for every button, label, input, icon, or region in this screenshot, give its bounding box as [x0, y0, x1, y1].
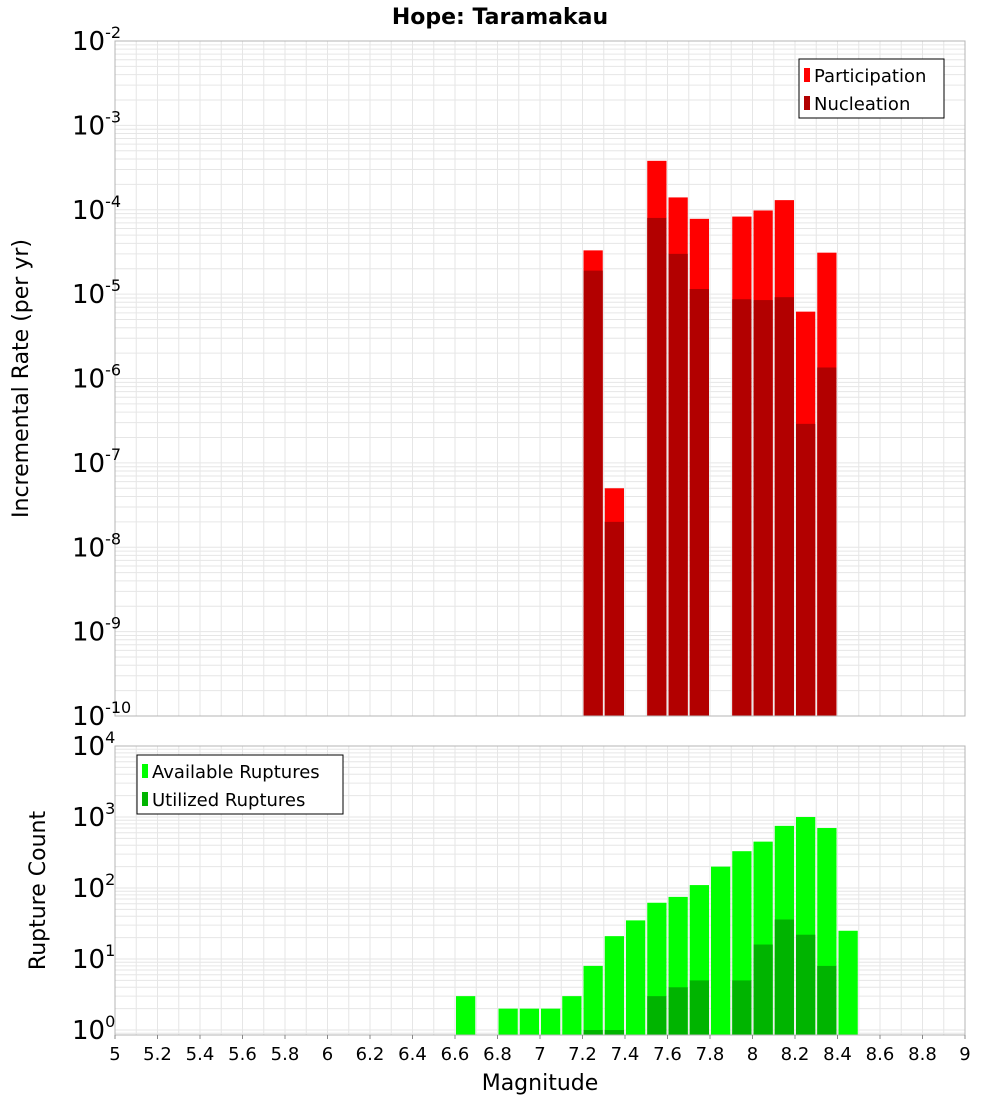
- y-tick-exponent: -6: [105, 361, 121, 380]
- y-tick-exponent: -2: [105, 23, 121, 42]
- x-tick-label: 7.6: [653, 1044, 682, 1065]
- count-bar-utilized: [796, 934, 816, 1035]
- y-tick-exponent: -10: [105, 698, 131, 717]
- count-bar-available: [519, 1008, 539, 1035]
- count-bar-utilized: [774, 919, 794, 1035]
- plot-frame: [114, 40, 966, 717]
- x-tick-label: 7.8: [696, 1044, 725, 1065]
- count-bar-available: [838, 930, 858, 1035]
- y-tick-exponent: -7: [105, 445, 121, 464]
- y-tick-exponent: 3: [105, 799, 115, 818]
- rate-bar-nucleation: [796, 423, 816, 716]
- x-tick-label: 8.2: [781, 1044, 810, 1065]
- x-axis-label: Magnitude: [482, 1071, 599, 1096]
- y-tick-label: 10-10: [72, 698, 131, 732]
- count-bar-utilized: [668, 987, 688, 1035]
- y-tick-label: 100: [72, 1012, 115, 1046]
- y-tick-exponent: -8: [105, 529, 121, 548]
- x-tick-label: 5.6: [228, 1044, 257, 1065]
- x-tick-label: 5.8: [271, 1044, 300, 1065]
- count-bar-available: [498, 1008, 518, 1035]
- y-tick-label: 103: [72, 799, 115, 833]
- legend-swatch: [142, 764, 148, 778]
- x-tick-label: 7.4: [611, 1044, 640, 1065]
- count-bar-utilized: [689, 980, 709, 1035]
- legend-entry: Utilized Ruptures: [152, 790, 305, 811]
- count-bar-available: [626, 920, 646, 1035]
- y-axis-label: Incremental Rate (per yr): [9, 239, 34, 518]
- legend-swatch: [804, 68, 810, 82]
- x-tick-label: 7: [534, 1044, 545, 1065]
- y-tick-label: 10-7: [72, 445, 121, 479]
- legend-entry: Nucleation: [814, 94, 910, 115]
- x-tick-label: 8: [747, 1044, 758, 1065]
- legend-swatch: [804, 96, 810, 110]
- legend-box: [136, 754, 344, 815]
- y-tick-label: 10-8: [72, 529, 121, 563]
- rate-plot: 10-10 10-9 10-8 10-7 10-6 10-5 10-4 10-3 10-2 Inc…: [9, 23, 966, 732]
- rate-bar-nucleation: [647, 217, 667, 716]
- count-bar-utilized: [647, 996, 667, 1035]
- x-tick-label: 7.2: [568, 1044, 597, 1065]
- x-tick-label: 5.4: [186, 1044, 215, 1065]
- y-tick-exponent: -3: [105, 107, 121, 126]
- x-tick-label: 9: [959, 1044, 970, 1065]
- rate-bar-nucleation: [583, 270, 603, 716]
- rate-bar-nucleation: [774, 297, 794, 716]
- y-tick-exponent: 2: [105, 870, 115, 889]
- x-tick-label: 6.4: [398, 1044, 427, 1065]
- legend-entry: Available Ruptures: [152, 762, 320, 783]
- y-tick-label: 104: [72, 728, 115, 762]
- x-tick-label: 8.6: [866, 1044, 895, 1065]
- count-bar-utilized: [732, 980, 752, 1035]
- x-tick-label: 8.4: [823, 1044, 852, 1065]
- x-tick-label: 5.2: [143, 1044, 172, 1065]
- rate-bar-nucleation: [668, 253, 688, 716]
- y-tick-label: 10-5: [72, 276, 121, 310]
- count-bar-utilized: [583, 1030, 603, 1035]
- y-tick-exponent: -5: [105, 276, 121, 295]
- x-tick-label: 6.2: [356, 1044, 385, 1065]
- y-tick-label: 10-3: [72, 107, 121, 141]
- count-bar-utilized: [604, 1030, 624, 1035]
- x-tick-label: 6.6: [441, 1044, 470, 1065]
- y-tick-label: 10-9: [72, 614, 121, 648]
- y-tick-exponent: 0: [105, 1012, 115, 1031]
- chart-title: Hope: Taramakau: [392, 5, 608, 30]
- legend-box: [798, 58, 945, 119]
- rate-bar-nucleation: [732, 299, 752, 716]
- y-tick-label: 10-2: [72, 23, 121, 57]
- count-bar-available: [604, 936, 624, 1035]
- count-bar-utilized: [753, 944, 773, 1035]
- y-tick-label: 101: [72, 941, 115, 975]
- y-tick-label: 102: [72, 870, 115, 904]
- rate-bar-nucleation: [753, 300, 773, 716]
- rate-bar-nucleation: [604, 521, 624, 716]
- count-bar-available: [562, 996, 582, 1035]
- y-tick-exponent: -9: [105, 614, 121, 633]
- x-tick-label: 5: [109, 1044, 120, 1065]
- x-tick-label: 6.8: [483, 1044, 512, 1065]
- y-tick-label: 10-4: [72, 192, 121, 226]
- x-tick-label: 6: [322, 1044, 333, 1065]
- y-tick-exponent: 1: [105, 941, 115, 960]
- y-tick-exponent: 4: [105, 728, 115, 747]
- count-bar-available: [711, 866, 731, 1035]
- legend-entry: Participation: [814, 66, 926, 87]
- x-tick-label: 8.8: [908, 1044, 937, 1065]
- y-tick-exponent: -4: [105, 192, 121, 211]
- count-bar-available: [541, 1008, 561, 1035]
- rate-bar-nucleation: [817, 367, 837, 716]
- count-bar-available: [583, 965, 603, 1035]
- y-tick-label: 10-6: [72, 361, 121, 395]
- rate-bar-nucleation: [689, 289, 709, 716]
- y-axis-label: Rupture Count: [26, 811, 51, 971]
- legend-swatch: [142, 792, 148, 806]
- count-bar-utilized: [817, 965, 837, 1035]
- count-bar-available: [456, 996, 476, 1035]
